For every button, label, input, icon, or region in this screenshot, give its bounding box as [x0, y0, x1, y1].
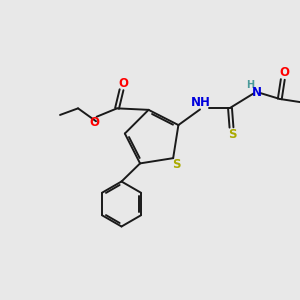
Text: N: N	[251, 85, 261, 99]
Text: S: S	[172, 158, 181, 171]
Text: S: S	[228, 128, 236, 141]
Text: NH: NH	[191, 96, 211, 110]
Text: H: H	[246, 80, 254, 90]
Text: O: O	[89, 116, 99, 129]
Text: O: O	[279, 66, 289, 80]
Text: O: O	[118, 77, 128, 90]
